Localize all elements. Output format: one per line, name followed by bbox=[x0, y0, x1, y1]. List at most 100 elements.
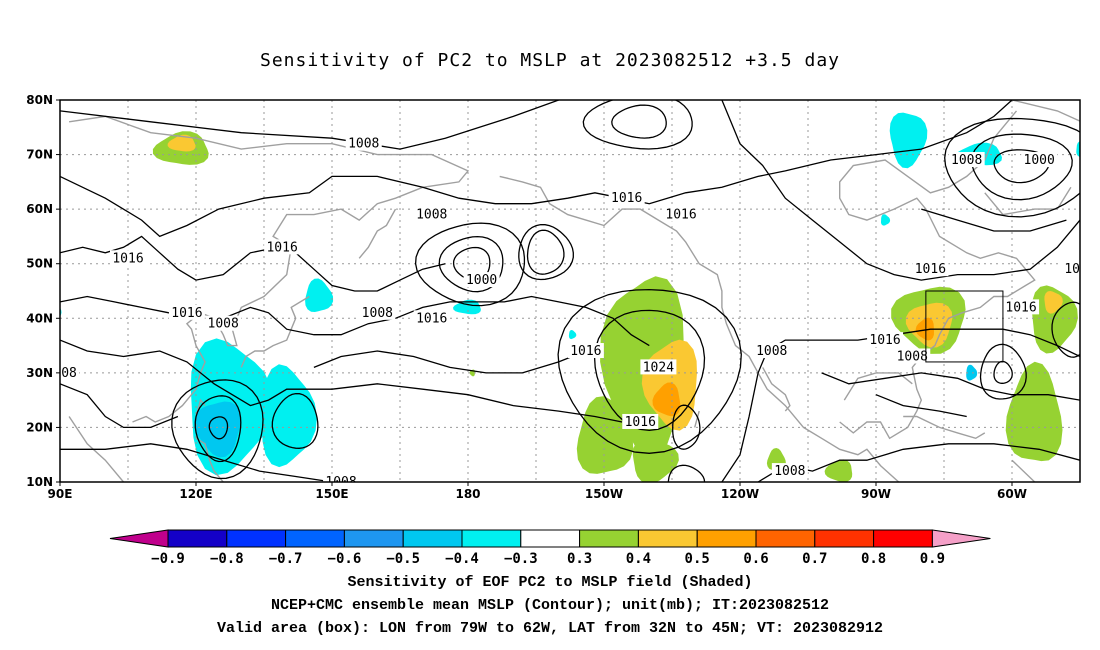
isobar bbox=[60, 295, 650, 347]
lat-label: 60N bbox=[26, 202, 53, 216]
caption-shading: Sensitivity of EOF PC2 to MSLP field (Sh… bbox=[347, 574, 753, 591]
isobar bbox=[821, 372, 1080, 401]
contour-label-bg bbox=[264, 239, 301, 255]
contour-label: 1016 bbox=[112, 251, 143, 266]
isobar bbox=[593, 309, 706, 432]
sensitivity-patch bbox=[652, 382, 681, 417]
colorbar-label: 0.5 bbox=[685, 551, 710, 567]
contour-label-bg bbox=[1021, 152, 1058, 168]
isobar bbox=[582, 100, 693, 150]
longitude-labels: 90E 120E 150E 180 150W 120W 90W 60W bbox=[48, 482, 1027, 501]
caption-valid-area: Valid area (box): LON from 79W to 62W, L… bbox=[216, 620, 884, 637]
contour-label: 1008 bbox=[362, 306, 393, 321]
colorbar-swatch bbox=[696, 529, 757, 548]
colorbar-arrow-high bbox=[931, 529, 991, 548]
contour-label-bg bbox=[345, 135, 382, 151]
contour-label-bg bbox=[867, 332, 904, 348]
contour-label-bg bbox=[771, 463, 808, 479]
contour-label-bg bbox=[205, 315, 242, 331]
isobar bbox=[60, 100, 559, 150]
contour-label-bg bbox=[413, 310, 450, 326]
contour-label-bg bbox=[1062, 261, 1080, 277]
isobar bbox=[672, 404, 701, 450]
contour-label: 1008 bbox=[325, 475, 356, 490]
colorbar-label: 0.7 bbox=[802, 551, 827, 567]
sensitivity-patch bbox=[915, 317, 934, 341]
latitude-labels: 80N 70N 60N 50N 40N 30N 20N 10N bbox=[26, 93, 60, 489]
valid-area-box bbox=[925, 290, 1004, 363]
colorbar-label: −0.9 bbox=[151, 551, 185, 567]
sensitivity-patch bbox=[881, 214, 891, 226]
isobar bbox=[60, 100, 1013, 238]
coastline-segment bbox=[195, 437, 224, 482]
contour-label: 1008 bbox=[348, 137, 379, 152]
colorbar-swatch bbox=[579, 529, 639, 548]
colorbar-label: 0.4 bbox=[626, 551, 651, 567]
isobar bbox=[438, 235, 504, 293]
isobar bbox=[271, 392, 319, 449]
mslp-contours bbox=[60, 100, 1080, 482]
contour-label-bg bbox=[110, 250, 146, 266]
colorbar-label: 0.3 bbox=[567, 551, 592, 567]
isobar bbox=[667, 464, 706, 482]
isobar bbox=[875, 394, 967, 418]
contour-label: 1008 bbox=[1064, 262, 1095, 277]
coastline-segment bbox=[839, 110, 1036, 440]
colorbar-swatch bbox=[167, 529, 228, 548]
contour-label-bg bbox=[413, 206, 450, 222]
isobar bbox=[60, 339, 623, 423]
coastline-segment bbox=[358, 208, 397, 259]
lat-label: 50N bbox=[26, 257, 53, 271]
isobar bbox=[979, 343, 1027, 400]
coastline-segment bbox=[694, 410, 700, 428]
caption-contour: NCEP+CMC ensemble mean MSLP (Contour); u… bbox=[270, 597, 830, 614]
graticule bbox=[60, 100, 1080, 482]
colorbar-label: 0.6 bbox=[743, 551, 768, 567]
contour-label: 1008 bbox=[756, 344, 787, 359]
contour-label: 1016 bbox=[416, 311, 447, 326]
colorbar-swatch bbox=[814, 529, 875, 548]
isobar bbox=[1051, 301, 1080, 358]
colorbar-label: −0.5 bbox=[386, 551, 420, 567]
contour-label-bg bbox=[60, 364, 80, 380]
colorbar-label: −0.4 bbox=[445, 551, 479, 567]
colorbar-swatch bbox=[461, 529, 522, 548]
sensitivity-patch bbox=[1031, 285, 1078, 354]
contour-label-bg bbox=[359, 304, 396, 320]
contour-label-bg bbox=[168, 304, 205, 320]
colorbar-label: 0.9 bbox=[920, 551, 945, 567]
contour-label-bg bbox=[640, 359, 677, 375]
isobar bbox=[313, 350, 587, 374]
contour-label-bg bbox=[1003, 299, 1040, 315]
lon-label: 60W bbox=[997, 487, 1027, 501]
isobar bbox=[60, 235, 446, 292]
contour-label: 1008 bbox=[951, 153, 982, 168]
contour-label-bg bbox=[663, 206, 700, 222]
contour-label: 1008 bbox=[897, 349, 928, 364]
isobar bbox=[721, 328, 1080, 482]
colorbar-swatch bbox=[637, 529, 698, 548]
sensitivity-patch bbox=[632, 438, 679, 482]
valid-area-rect bbox=[925, 290, 1004, 363]
contour-label: 1016 bbox=[1005, 300, 1036, 315]
lat-label: 80N bbox=[26, 93, 53, 107]
sensitivity-patch bbox=[889, 112, 928, 169]
lon-label: 90W bbox=[861, 487, 891, 501]
contour-label: 1008 bbox=[416, 208, 447, 223]
colorbar: −0.9 −0.8 −0.7 −0.6 −0.5 −0.4 −0.3 0.3 0.4 0.5 0.6… bbox=[109, 529, 991, 567]
isobar bbox=[944, 117, 1080, 218]
sensitivity-patch bbox=[262, 364, 318, 468]
isobar bbox=[518, 223, 574, 281]
lat-label: 10N bbox=[26, 475, 53, 489]
coastline-segment bbox=[240, 295, 310, 368]
sensitivity-patch bbox=[568, 330, 577, 340]
sensitivity-patch bbox=[167, 134, 196, 152]
contour-label: 1008 bbox=[774, 464, 805, 479]
contour-label-bg bbox=[463, 272, 500, 288]
lat-label: 20N bbox=[26, 420, 53, 434]
lon-label: 90E bbox=[48, 487, 73, 501]
contour-label-bg bbox=[948, 152, 985, 168]
coastline-segment bbox=[984, 186, 1072, 216]
